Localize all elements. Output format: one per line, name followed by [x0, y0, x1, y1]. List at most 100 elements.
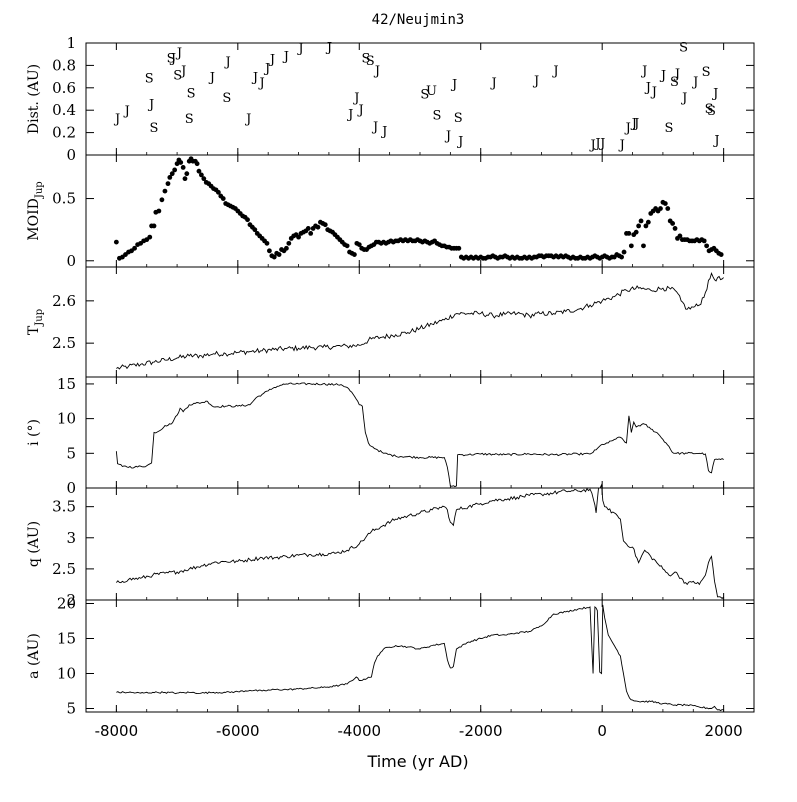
- moid-point: [264, 240, 270, 246]
- x-tick-label: 2000: [705, 722, 743, 740]
- y-axis-label: TJup: [26, 309, 45, 335]
- encounter-marker: S: [145, 72, 154, 87]
- moid-point: [151, 223, 157, 229]
- moid-point: [658, 206, 663, 211]
- y-tick-label: 0.4: [52, 101, 76, 119]
- encounter-marker: J: [179, 64, 186, 79]
- moid-point: [169, 171, 175, 177]
- moid-point: [276, 252, 282, 257]
- series-line-a: [116, 604, 724, 712]
- moid-point: [633, 229, 639, 235]
- moid-point: [113, 239, 119, 245]
- moid-point: [315, 224, 321, 230]
- y-tick-label: 0.5: [52, 190, 76, 208]
- encounter-marker: S: [707, 104, 716, 119]
- encounter-marker: J: [356, 103, 363, 118]
- encounter-marker: J: [711, 86, 718, 101]
- series-line-q: [116, 483, 724, 600]
- y-tick-label: 0: [66, 146, 76, 164]
- y-tick-label: 0: [66, 479, 76, 497]
- encounter-marker: J: [257, 76, 264, 91]
- encounter-marker: S: [454, 111, 463, 126]
- moid-point: [352, 252, 357, 257]
- y-tick-label: 2: [66, 591, 76, 609]
- moid-point: [156, 208, 162, 214]
- moid-point: [344, 243, 350, 249]
- encounter-marker: J: [251, 71, 258, 86]
- encounter-marker: J: [644, 81, 651, 96]
- x-axis-label: Time (yr AD): [366, 752, 468, 771]
- encounter-marker: J: [123, 104, 130, 119]
- moid-point: [286, 240, 292, 246]
- panel-incl: 0 5 10 15 i (°): [26, 375, 755, 497]
- encounter-marker: J: [691, 75, 698, 90]
- encounter-marker: J: [147, 97, 154, 112]
- encounter-marker: S: [167, 52, 176, 67]
- moid-point: [662, 201, 668, 206]
- encounter-marker: J: [640, 64, 647, 79]
- encounter-marker: J: [244, 112, 251, 127]
- moid-point: [704, 243, 710, 249]
- encounter-marker: J: [551, 64, 558, 79]
- encounter-marker: J: [489, 76, 496, 91]
- encounter-marker: S: [433, 109, 442, 124]
- encounter-marker: S: [187, 86, 196, 101]
- y-tick-label: 15: [57, 375, 76, 393]
- encounter-marker: J: [263, 62, 270, 77]
- moid-point: [196, 168, 202, 174]
- moid-point: [252, 227, 258, 233]
- encounter-marker: J: [632, 117, 639, 132]
- moid-point: [162, 188, 168, 194]
- panel-frame: [85, 376, 755, 489]
- encounter-marker: J: [593, 137, 600, 152]
- moid-point: [670, 221, 676, 226]
- panel-q: 2 2.5 3 3.5 q (AU): [26, 483, 755, 609]
- encounter-marker: J: [208, 71, 215, 86]
- panel-moid: 0 0.5 MOIDJup: [26, 154, 755, 270]
- encounter-marker: J: [659, 68, 666, 83]
- encounter-marker: J: [371, 120, 378, 135]
- x-tick-label: -2000: [459, 722, 503, 740]
- moid-point: [643, 223, 649, 229]
- moid-point: [665, 206, 671, 211]
- y-tick-label: 2.5: [52, 334, 76, 352]
- y-tick-label: 0.6: [52, 79, 76, 97]
- moid-point: [638, 218, 644, 224]
- moid-point: [245, 217, 250, 223]
- moid-point: [184, 171, 190, 177]
- y-axis-label: i (°): [26, 419, 42, 446]
- moid-point: [198, 172, 204, 178]
- encounter-marker: J: [624, 121, 631, 136]
- panel-tjup: 2.5 2.6 TJup: [26, 266, 755, 378]
- moid-point: [215, 189, 221, 195]
- moid-point: [180, 165, 186, 170]
- moid-point: [201, 176, 207, 182]
- moid-point: [132, 245, 137, 251]
- moid-point: [641, 243, 646, 249]
- y-tick-label: 2.5: [52, 560, 76, 578]
- moid-point: [308, 231, 314, 236]
- encounter-marker: U: [426, 84, 437, 99]
- encounter-marker: J: [673, 67, 680, 82]
- moid-point: [636, 223, 642, 229]
- y-tick-label: 2.6: [52, 292, 76, 310]
- y-axis-label: Dist. (AU): [26, 64, 42, 134]
- moid-point: [194, 161, 200, 167]
- encounter-marker: S: [665, 121, 674, 136]
- encounter-marker: S: [702, 65, 711, 80]
- encounter-marker: S: [366, 54, 375, 69]
- encounter-marker: S: [222, 91, 231, 106]
- encounter-marker: S: [173, 68, 182, 83]
- encounter-marker: J: [598, 137, 605, 152]
- x-tick-label: 0: [597, 722, 607, 740]
- moid-point: [159, 197, 165, 203]
- panel-a: 5 10 15 20 a (AU): [26, 595, 755, 718]
- y-tick-label: 1: [66, 34, 76, 52]
- encounter-marker: J: [169, 52, 176, 67]
- moid-point: [167, 175, 173, 180]
- moid-point: [284, 245, 289, 251]
